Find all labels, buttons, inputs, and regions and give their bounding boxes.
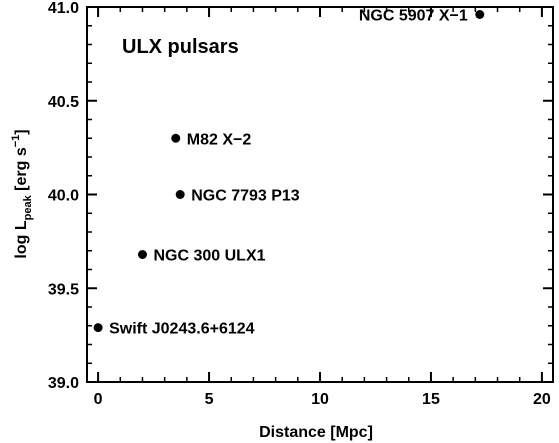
y-tick-label: 39.5 [48,281,79,298]
data-point [475,10,485,19]
y-tick-label: 39.0 [48,375,79,392]
x-tick-label: 0 [94,391,103,408]
data-point-label: NGC 300 ULX1 [153,248,265,265]
axis-ticks [87,6,553,383]
x-tick-label: 5 [205,391,214,408]
x-axis-title: Distance [Mpc] [259,424,373,441]
data-point-label: M82 X−2 [187,131,252,148]
x-tick-label: 20 [533,391,551,408]
x-tick-label: 15 [422,391,440,408]
data-point [175,190,185,199]
x-tick-label: 10 [311,391,329,408]
y-axis-title-prefix: log L [13,220,30,258]
axis-tick-labels: 0 5 10 15 20 39.0 39.5 40.0 40.5 41.0 [48,0,551,408]
y-tick-label: 40.5 [48,94,79,111]
data-point [93,323,103,333]
data-point-label: NGC 5907 X−1 [359,8,468,25]
chart-title: ULX pulsars [122,36,239,58]
data-point-label: Swift J0243.6+6124 [109,321,255,338]
y-tick-label: 40.0 [48,188,79,205]
y-axis-title-subscript: peak [22,194,34,220]
data-points [93,10,485,333]
y-axis-title: log Lpeak [erg s−1] [10,129,34,258]
y-axis-title-superscript: −1 [10,135,22,148]
data-point [171,133,181,143]
y-axis-title-unit: [erg s [13,147,30,195]
y-axis-title-close: ] [13,129,30,134]
data-point-labels: Swift J0243.6+6124 NGC 300 ULX1 NGC 7793 P… [109,8,468,338]
y-tick-label: 41.0 [48,0,79,17]
data-point [137,250,147,259]
data-point-label: NGC 7793 P13 [191,188,300,205]
